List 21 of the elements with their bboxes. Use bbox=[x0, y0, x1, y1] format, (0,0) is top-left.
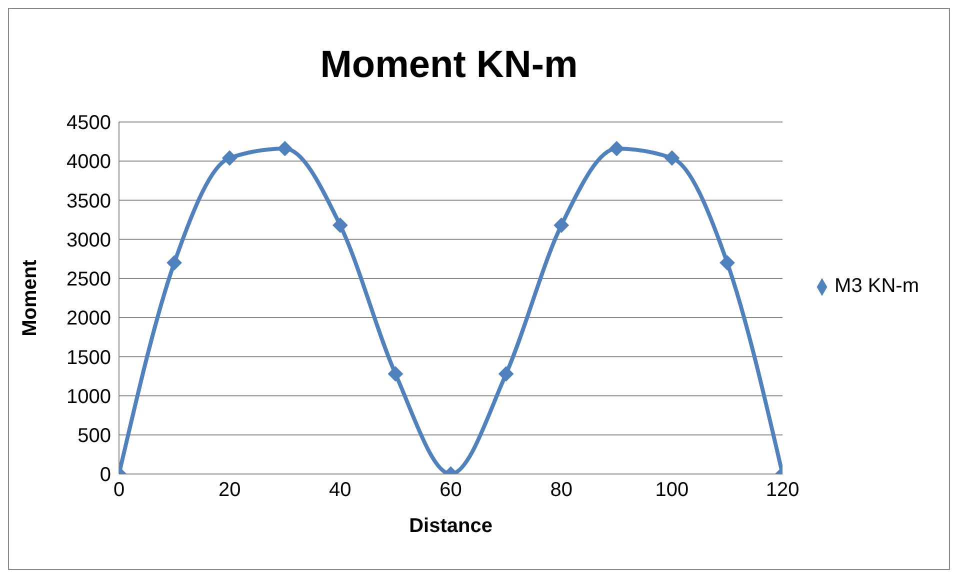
chart-title: Moment KN-m bbox=[319, 44, 579, 87]
x-tick-label: 80 bbox=[550, 479, 572, 502]
y-tick-label: 3000 bbox=[66, 229, 111, 252]
y-tick-label: 4500 bbox=[66, 112, 111, 134]
x-tick-label: 60 bbox=[440, 479, 462, 502]
y-axis-title: Moment bbox=[19, 259, 42, 336]
y-tick-label: 1500 bbox=[66, 346, 111, 369]
x-tick-label: 20 bbox=[218, 479, 241, 502]
y-tick-label: 3500 bbox=[66, 190, 111, 212]
x-tick-label: 120 bbox=[766, 479, 800, 502]
x-axis-title: Distance bbox=[409, 515, 492, 537]
legend-label: M3 KN-m bbox=[834, 275, 919, 297]
x-tick-label: 100 bbox=[655, 479, 689, 502]
y-tick-label: 2500 bbox=[66, 268, 111, 291]
y-tick-label: 2000 bbox=[66, 308, 111, 330]
x-tick-label: 40 bbox=[329, 479, 352, 502]
y-tick-label: 4000 bbox=[66, 151, 111, 174]
x-tick-label: 0 bbox=[113, 479, 125, 502]
y-tick-label: 0 bbox=[100, 464, 111, 486]
y-tick-label: 1000 bbox=[66, 386, 111, 408]
y-tick-label: 500 bbox=[78, 424, 111, 447]
